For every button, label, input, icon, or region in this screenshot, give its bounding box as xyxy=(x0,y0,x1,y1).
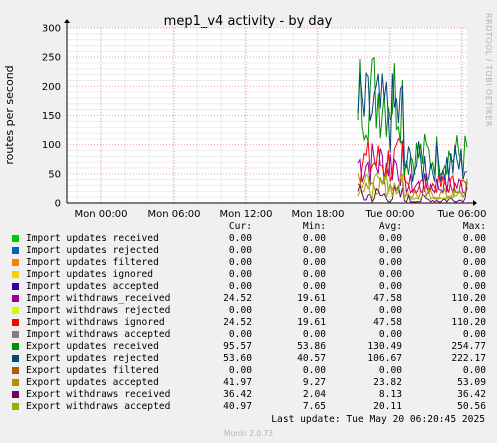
series-line xyxy=(357,71,468,182)
x-tick-label: Mon 18:00 xyxy=(291,209,344,220)
series-lines xyxy=(357,56,468,204)
y-tick-label: 50 xyxy=(48,169,61,180)
series-line xyxy=(357,173,468,200)
chart-title: mep1_v4 activity - by day xyxy=(164,14,333,29)
x-tick-label: Mon 00:00 xyxy=(74,209,127,220)
y-tick-label: 300 xyxy=(42,24,61,35)
y-tick-label: 0 xyxy=(55,199,61,210)
y-tick-label: 150 xyxy=(42,111,61,122)
x-tick-label: Tue 00:00 xyxy=(364,209,414,220)
series-line xyxy=(357,137,468,195)
x-tick-label: Tue 06:00 xyxy=(436,209,486,220)
y-tick-label: 250 xyxy=(42,53,61,64)
rrdtool-credit: RRDTOOL / TOBI OETIKER xyxy=(484,13,493,127)
x-axis-arrow xyxy=(473,200,477,206)
x-tick-label: Mon 06:00 xyxy=(147,209,200,220)
axes xyxy=(64,19,477,206)
y-tick-label: 100 xyxy=(42,140,61,151)
y-tick-label: 200 xyxy=(42,82,61,93)
x-tick-labels: Mon 00:00 Mon 06:00 Mon 12:00 Mon 18:00 Tue … xyxy=(74,209,486,220)
y-axis-arrow xyxy=(64,19,70,23)
series-line xyxy=(357,56,468,176)
series-line xyxy=(357,181,468,204)
series-line xyxy=(357,172,468,201)
y-axis-label: routes per second xyxy=(3,65,16,164)
x-tick-label: Mon 12:00 xyxy=(219,209,272,220)
y-tick-labels: 0 50 100 150 200 250 300 xyxy=(42,24,61,210)
